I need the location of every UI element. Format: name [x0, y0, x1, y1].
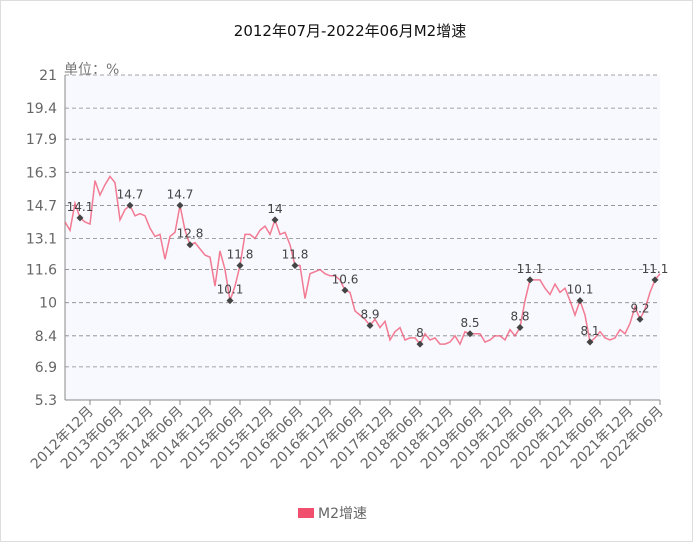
line — [64, 175, 661, 346]
data-label: 14.1 — [67, 200, 94, 214]
y-tick-label: 16.3 — [26, 165, 57, 181]
data-label: 8.5 — [460, 316, 479, 330]
data-label: 10.6 — [332, 272, 359, 286]
data-label: 11.1 — [517, 262, 544, 276]
point — [576, 297, 584, 305]
data-label: 8 — [416, 326, 424, 340]
y-unit: 单位：% — [64, 62, 119, 78]
y-tick-label: 8.4 — [35, 329, 57, 345]
chart-title: 2012年07月-2022年06月M2增速 — [234, 22, 466, 40]
y-tick-label: 19.4 — [26, 101, 57, 117]
point — [466, 330, 474, 338]
data-label: 14.7 — [167, 187, 194, 201]
y-tick-label: 5.3 — [35, 393, 57, 409]
legend-label: M2增速 — [318, 506, 367, 522]
point — [176, 201, 184, 209]
data-label: 11.8 — [282, 247, 309, 261]
data-label: 8.1 — [580, 324, 599, 338]
y-tick-label: 14.7 — [26, 198, 57, 214]
data-label: 14.7 — [117, 187, 144, 201]
y-tick-label: 17.9 — [26, 132, 57, 148]
point — [291, 261, 299, 269]
point — [586, 338, 594, 346]
data-label: 10.1 — [217, 283, 244, 297]
point — [271, 216, 279, 224]
legend-swatch — [298, 508, 314, 518]
point — [186, 241, 194, 249]
data-label: 14 — [267, 202, 282, 216]
point — [341, 286, 349, 294]
point — [236, 261, 244, 269]
plot-area — [65, 75, 660, 400]
point — [126, 201, 134, 209]
point — [636, 315, 644, 323]
data-label: 12.8 — [177, 227, 204, 241]
point — [526, 276, 534, 284]
data-label: 9.2 — [630, 301, 649, 315]
point — [226, 297, 234, 305]
point — [651, 276, 659, 284]
y-tick-label: 6.9 — [35, 360, 57, 376]
y-tick-label: 13.1 — [26, 232, 57, 248]
y-tick-label: 10 — [39, 296, 57, 312]
data-label: 8.9 — [360, 307, 379, 321]
y-tick-label: 11.6 — [26, 263, 57, 279]
data-label: 11.8 — [227, 247, 254, 261]
point — [516, 324, 524, 332]
point — [366, 321, 374, 329]
data-label: 10.1 — [567, 283, 594, 297]
point — [76, 214, 84, 222]
point — [416, 340, 424, 348]
data-label: 11.1 — [642, 262, 669, 276]
y-tick-label: 21 — [39, 68, 57, 84]
data-label: 8.8 — [510, 310, 529, 324]
